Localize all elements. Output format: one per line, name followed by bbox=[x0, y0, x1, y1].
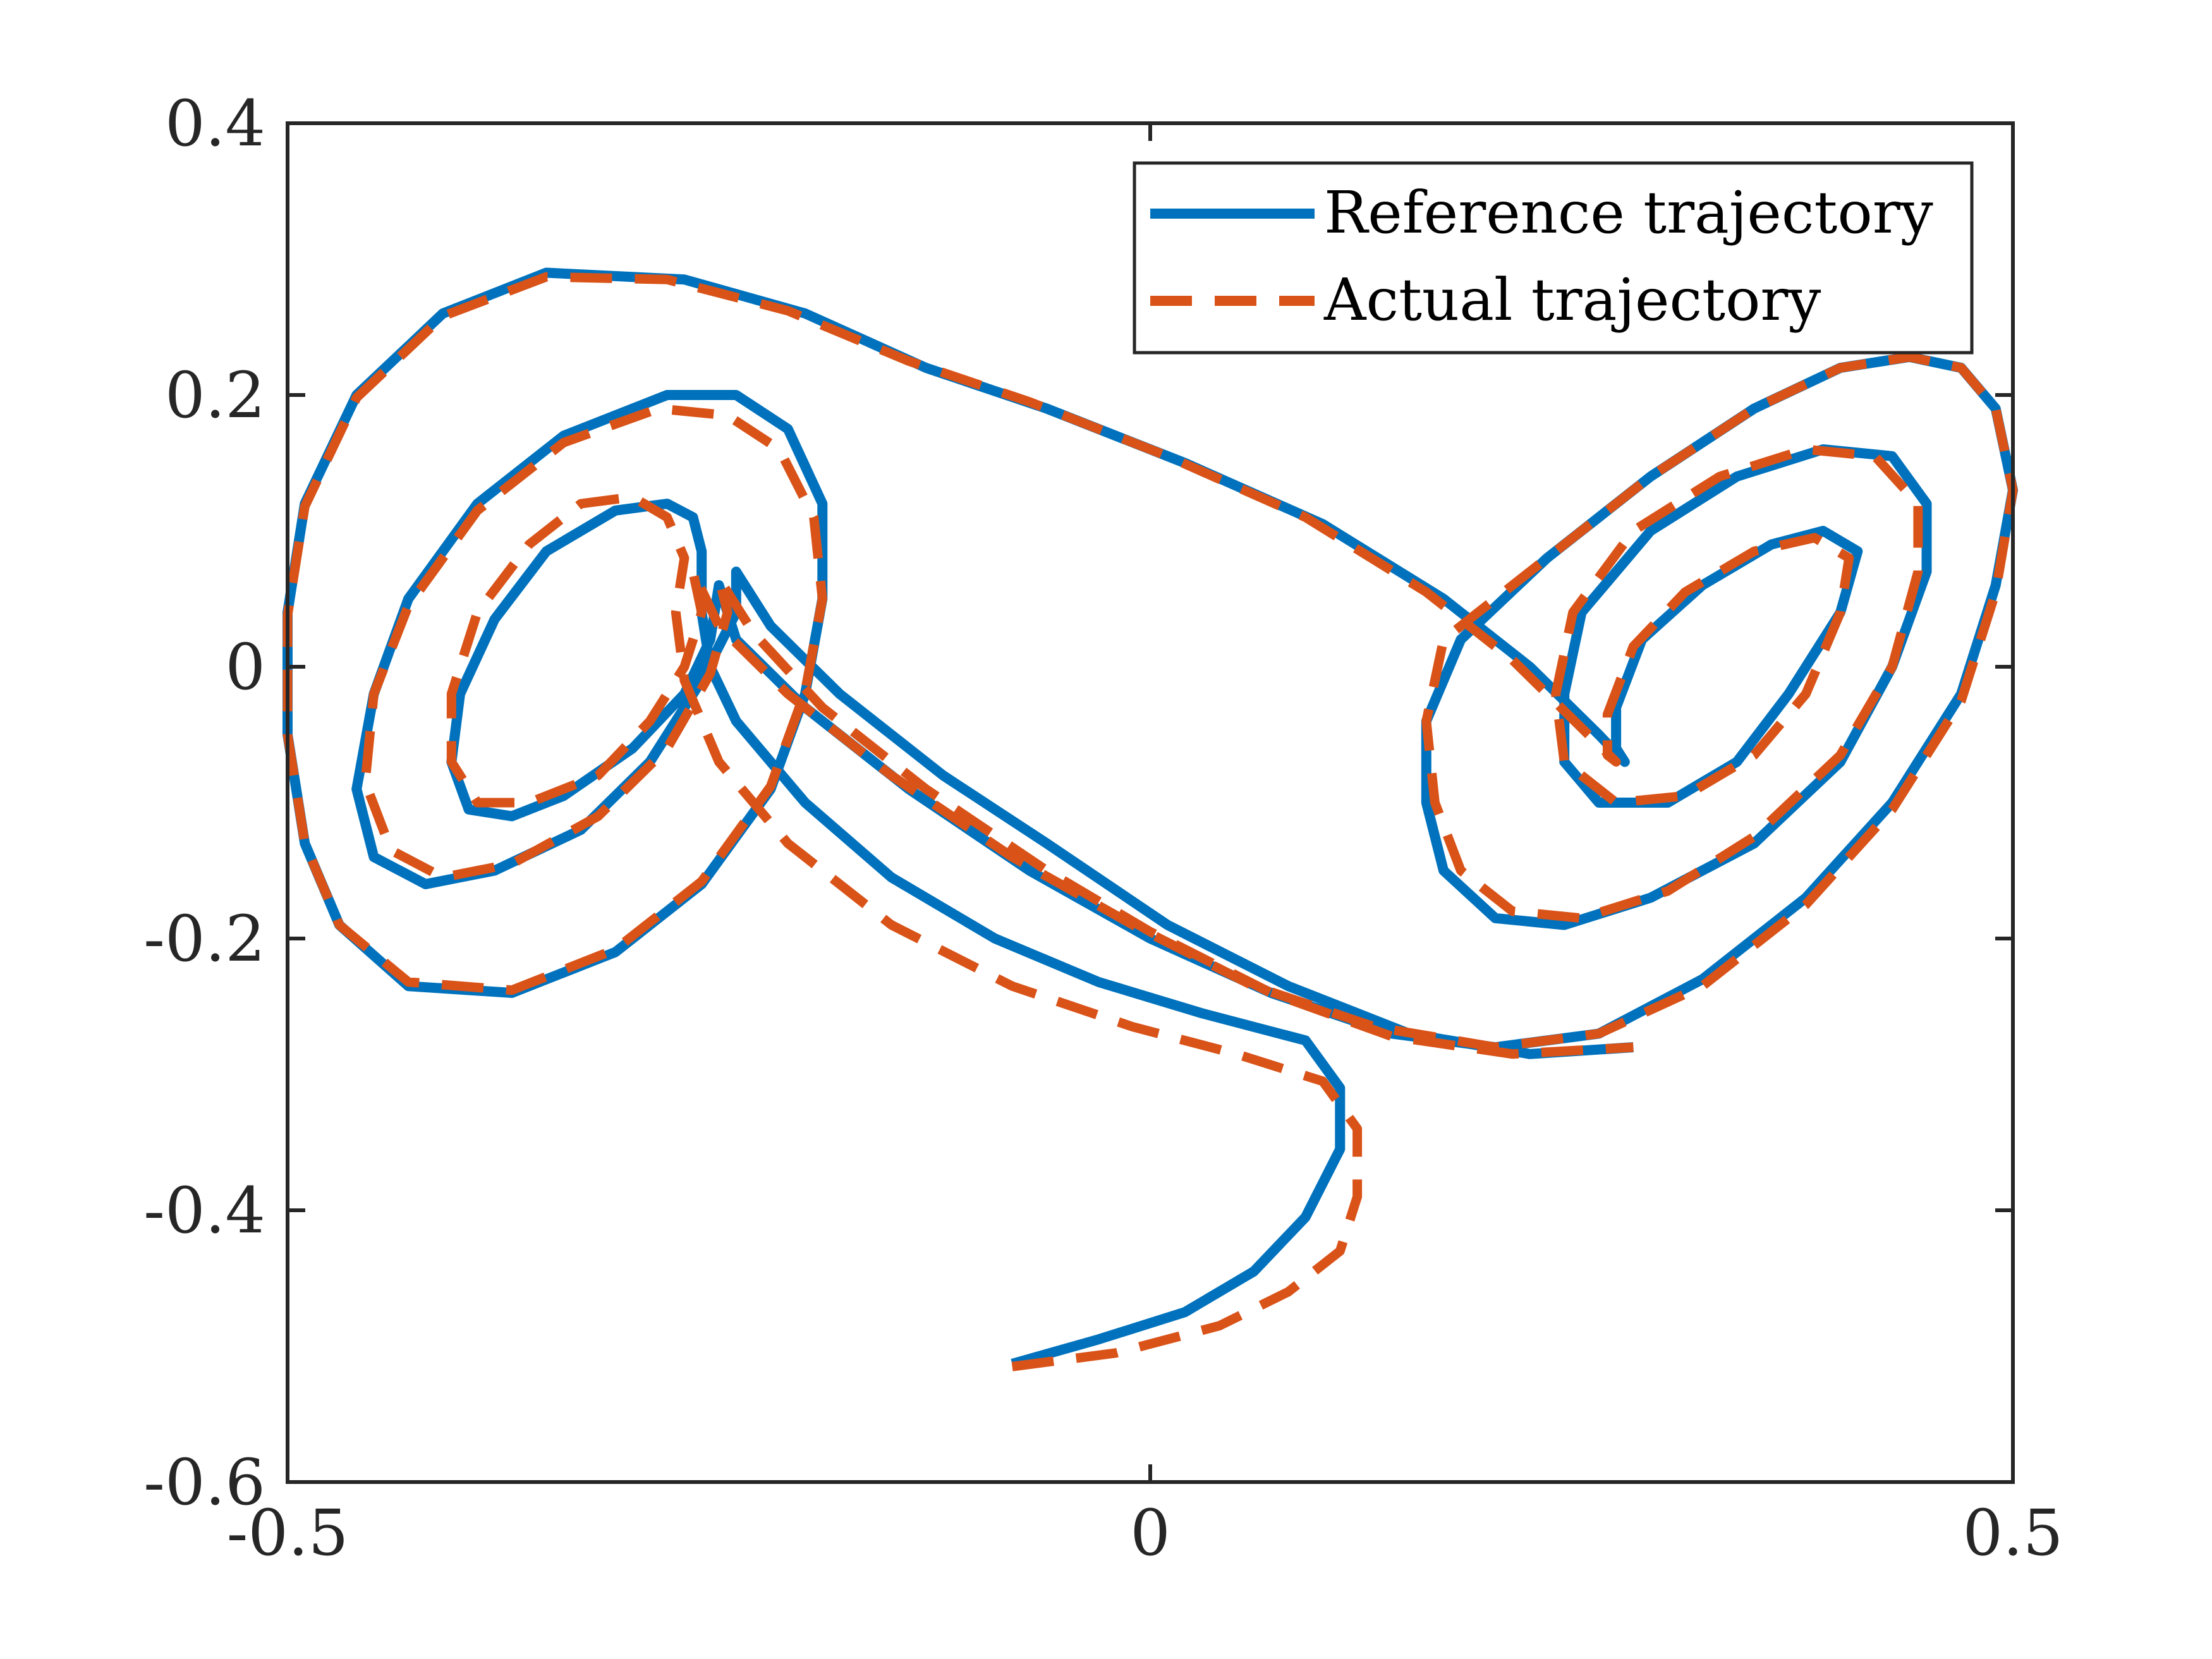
x-tick-label: -0.5 bbox=[227, 1496, 349, 1570]
legend-label-actual: Actual trajectory bbox=[1323, 266, 1821, 334]
series-line-actual bbox=[283, 272, 2018, 1371]
x-tick-label: 0 bbox=[1130, 1496, 1170, 1570]
ticks-layer: -0.5 0 0.5 0.4 0.2 0 -0.2 -0.4 -0.6 bbox=[143, 87, 2063, 1570]
legend: Reference trajectory Actual trajectory bbox=[1133, 161, 1974, 355]
y-tick-label: 0 bbox=[225, 630, 265, 704]
series-layer bbox=[283, 267, 2018, 1371]
y-tick-label: 0.4 bbox=[165, 87, 265, 161]
x-tick-label: 0.5 bbox=[1962, 1496, 2063, 1570]
legend-label-reference: Reference trajectory bbox=[1324, 179, 1933, 246]
y-tick-label: -0.2 bbox=[143, 902, 265, 976]
y-tick-label: -0.4 bbox=[143, 1174, 265, 1248]
y-tick-label: -0.6 bbox=[143, 1445, 265, 1519]
y-tick-label: 0.2 bbox=[165, 358, 265, 432]
series-line-reference bbox=[283, 267, 2018, 1369]
legend-box bbox=[1133, 161, 1974, 355]
